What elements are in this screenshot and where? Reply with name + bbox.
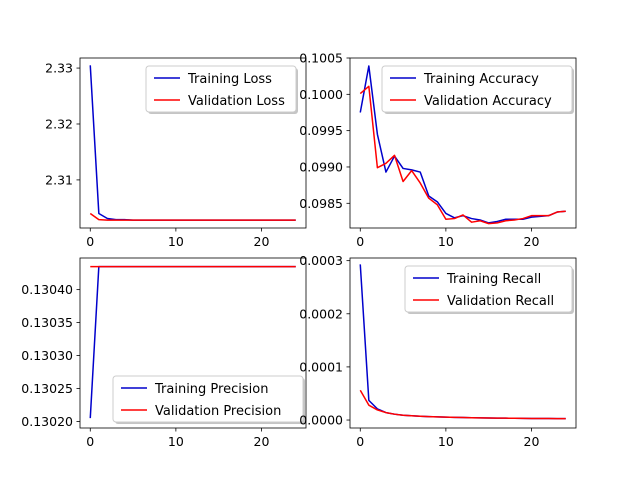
y-tick-label: 0.13030 bbox=[21, 348, 73, 363]
y-tick-label: 0.0995 bbox=[299, 123, 343, 138]
y-tick-label: 0.1000 bbox=[299, 87, 343, 102]
y-tick-label: 0.1005 bbox=[299, 51, 343, 66]
validation-accuracy-line bbox=[359, 85, 566, 225]
legend-box bbox=[404, 265, 573, 313]
x-tick-label: 20 bbox=[254, 434, 270, 449]
x-tick-label: 0 bbox=[356, 434, 364, 449]
chart-recall: 0 10 20 0.0000 0.0001 0.0002 0.0003 Training Re… bbox=[299, 253, 577, 449]
validation-recall-line bbox=[359, 389, 566, 420]
x-tick-label: 0 bbox=[86, 434, 94, 449]
legend-accuracy: Training Accuracy Validation Accuracy bbox=[381, 65, 574, 114]
y-tick-label: 0.13020 bbox=[21, 414, 73, 429]
y-tick-label: 2.33 bbox=[45, 61, 73, 76]
y-tick-label: 0.0990 bbox=[299, 159, 343, 174]
axes-frame-loss bbox=[79, 57, 307, 229]
legend-box bbox=[381, 65, 573, 113]
legend-box bbox=[112, 375, 304, 423]
x-tick-label: 20 bbox=[524, 434, 540, 449]
chart-precision: 0 10 20 0.13020 0.13025 0.13030 0.13035 0.13040… bbox=[21, 257, 307, 449]
legend-label-training-loss: Training Loss bbox=[187, 72, 272, 87]
legend-precision: Training Precision Validation Precision bbox=[112, 375, 305, 424]
x-tick-label: 10 bbox=[168, 234, 184, 249]
x-tick-label: 10 bbox=[438, 434, 454, 449]
y-tick-label: 0.13025 bbox=[21, 381, 73, 396]
axes-frame-precision bbox=[79, 257, 307, 429]
chart-loss: 0 10 20 2.31 2.32 2.33 Training Loss Validation… bbox=[45, 57, 307, 249]
legend-label-validation-precision: Validation Precision bbox=[155, 404, 281, 419]
legend-label-training-recall: Training Recall bbox=[446, 272, 541, 287]
legend-box bbox=[145, 65, 297, 113]
y-tick-label: 0.0000 bbox=[299, 413, 343, 428]
y-tick-label: 0.13040 bbox=[21, 282, 73, 297]
axes-frame-recall bbox=[349, 257, 577, 429]
x-tick-label: 20 bbox=[524, 234, 540, 249]
axes-frame-accuracy bbox=[349, 57, 577, 229]
y-tick-label: 0.0001 bbox=[299, 359, 343, 374]
x-tick-label: 0 bbox=[356, 234, 364, 249]
x-tick-label: 10 bbox=[168, 434, 184, 449]
legend-label-validation-recall: Validation Recall bbox=[447, 294, 554, 309]
legend-label-training-precision: Training Precision bbox=[154, 382, 268, 397]
validation-loss-line bbox=[89, 212, 296, 221]
y-tick-label: 0.0003 bbox=[299, 253, 343, 268]
legend-label-validation-accuracy: Validation Accuracy bbox=[424, 94, 552, 109]
legend-label-training-accuracy: Training Accuracy bbox=[423, 72, 539, 87]
y-tick-label: 0.13035 bbox=[21, 315, 73, 330]
y-tick-label: 0.0002 bbox=[299, 306, 343, 321]
y-tick-label: 2.32 bbox=[45, 116, 73, 131]
y-tick-label: 2.31 bbox=[45, 172, 73, 187]
x-tick-label: 20 bbox=[254, 234, 270, 249]
y-tick-label: 0.0985 bbox=[299, 196, 343, 211]
legend-label-validation-loss: Validation Loss bbox=[188, 94, 285, 109]
legend-recall: Training Recall Validation Recall bbox=[404, 265, 574, 314]
x-tick-label: 10 bbox=[438, 234, 454, 249]
x-tick-label: 0 bbox=[86, 234, 94, 249]
legend-loss: Training Loss Validation Loss bbox=[145, 65, 298, 114]
chart-accuracy: 0 10 20 0.0985 0.0990 0.0995 0.1000 0.1005 Train… bbox=[299, 51, 577, 249]
